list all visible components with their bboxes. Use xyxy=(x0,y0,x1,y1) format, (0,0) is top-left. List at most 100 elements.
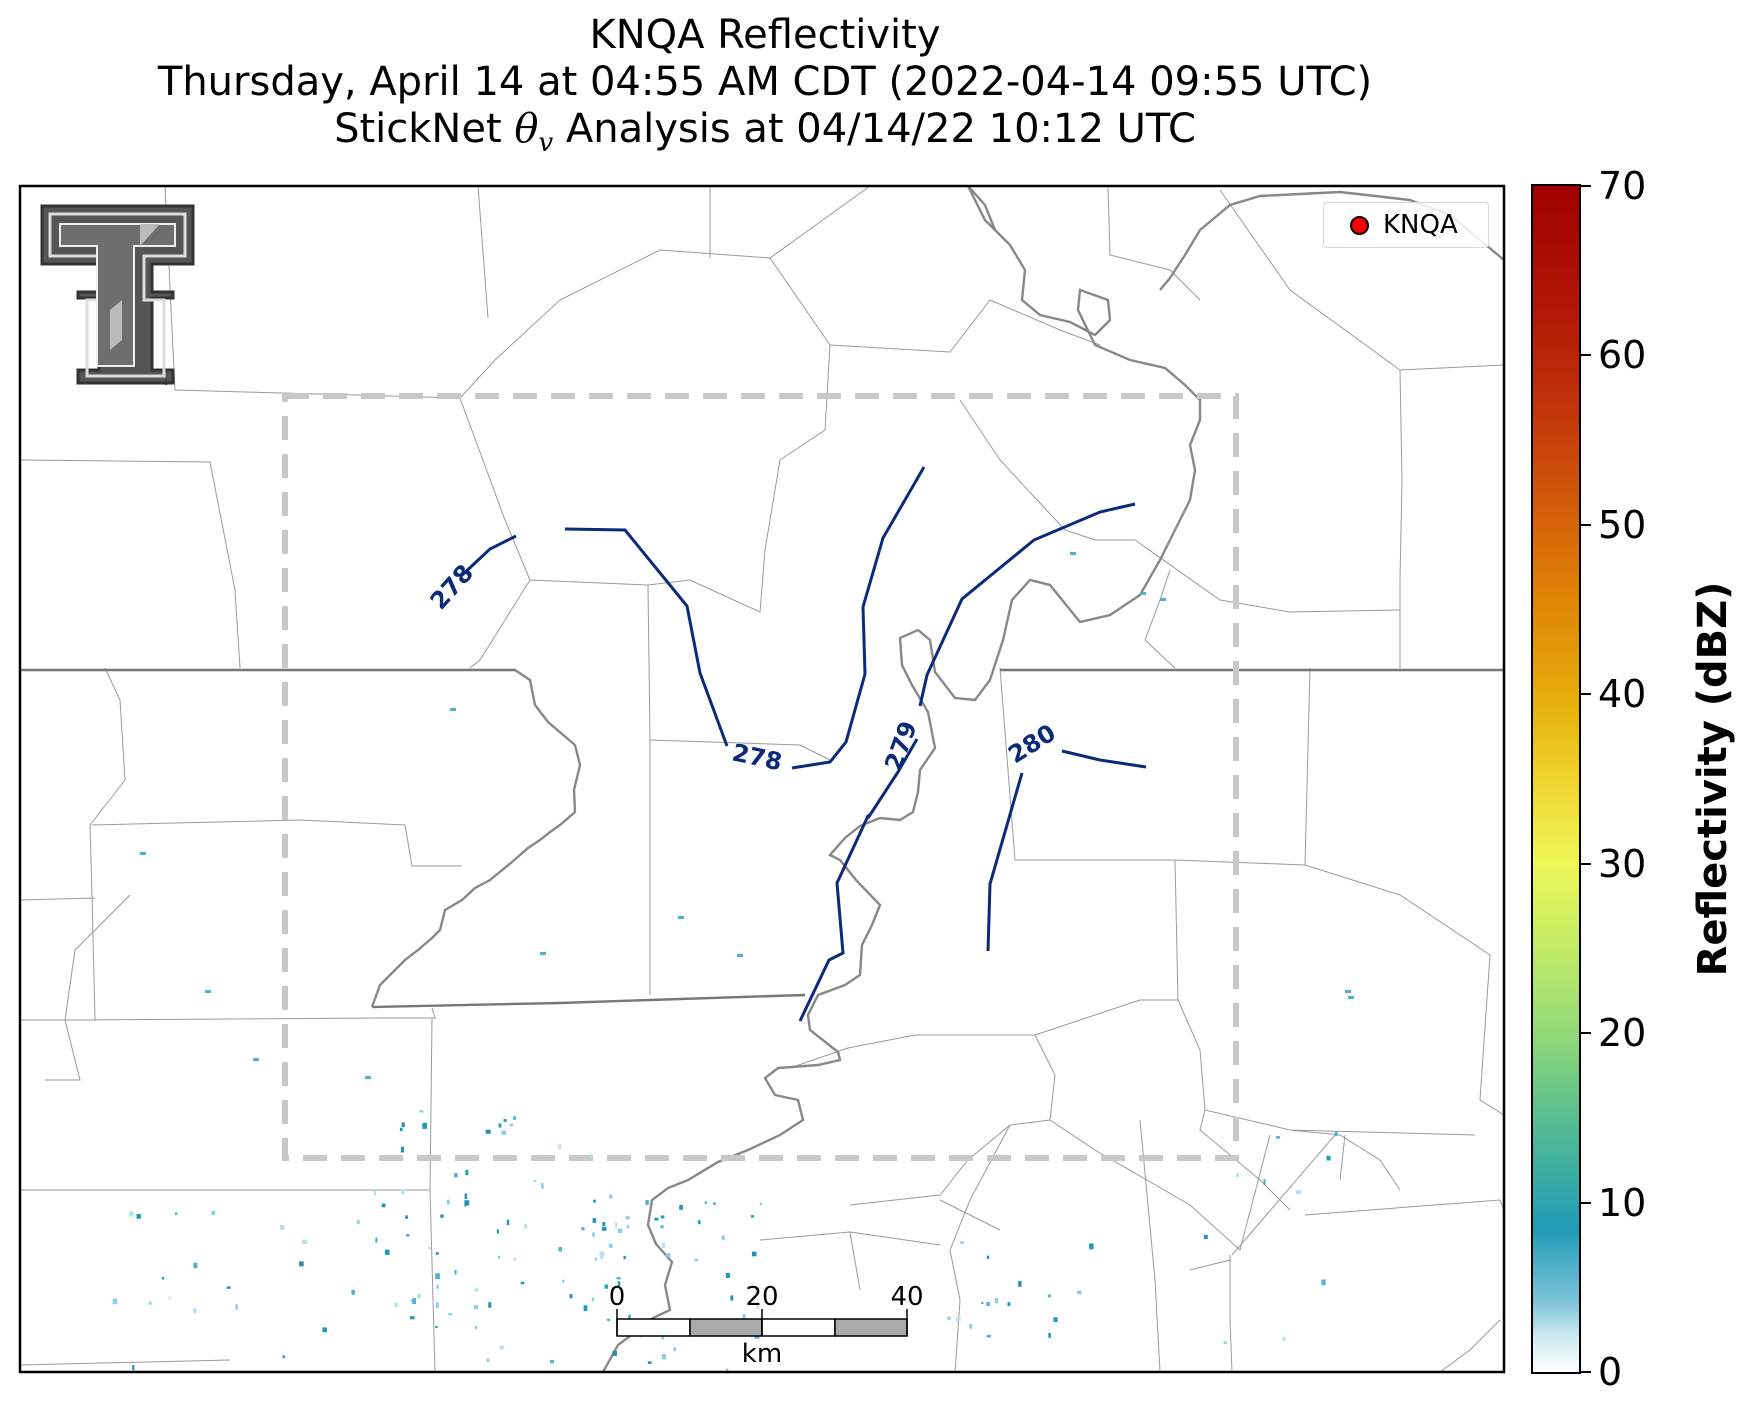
colorbar-tick-label: 10 xyxy=(1598,1180,1647,1225)
reflectivity-echo xyxy=(112,1298,118,1305)
reflectivity-echo xyxy=(205,990,211,993)
reflectivity-echo xyxy=(394,1302,398,1307)
reflectivity-echo xyxy=(600,1253,604,1259)
scale-tick-label: 40 xyxy=(890,1285,923,1312)
reflectivity-echo xyxy=(226,1286,231,1289)
colorbar-tick xyxy=(1581,693,1591,696)
river xyxy=(370,186,1504,1372)
reflectivity-echo xyxy=(136,1214,141,1219)
reflectivity-echo xyxy=(626,1225,630,1229)
reflectivity-echo xyxy=(1048,1332,1051,1338)
colorbar-tick-label: 20 xyxy=(1598,1011,1647,1056)
colorbar-tick xyxy=(1581,862,1591,865)
reflectivity-echo xyxy=(1077,1290,1082,1295)
reflectivity-echo xyxy=(591,1297,594,1302)
scale-unit: km xyxy=(742,1339,782,1365)
reflectivity-echo xyxy=(410,1316,415,1320)
colorbar-tick xyxy=(1581,1371,1591,1373)
reflectivity-echo xyxy=(464,1200,470,1206)
reflectivity-echo xyxy=(756,1305,760,1309)
reflectivity-echo xyxy=(513,1116,517,1120)
legend-label: KNQA xyxy=(1383,210,1458,240)
reflectivity-echo xyxy=(558,1247,562,1252)
reflectivity-echo xyxy=(660,1215,665,1219)
svg-text:®: ® xyxy=(162,378,170,387)
reflectivity-echo xyxy=(496,1229,499,1234)
scale-bar: 0 20 40 km xyxy=(600,1285,940,1365)
reflectivity-echo xyxy=(981,1301,984,1304)
reflectivity-echo xyxy=(401,1122,405,1128)
reflectivity-echo xyxy=(235,1303,238,1310)
reflectivity-echo xyxy=(592,1218,597,1223)
reflectivity-echo xyxy=(1089,1243,1094,1250)
reflectivity-echo xyxy=(497,1255,500,1259)
reflectivity-echo xyxy=(679,1205,683,1210)
contour-label: 280 xyxy=(1003,719,1060,769)
reflectivity-echo xyxy=(448,1313,453,1316)
reflectivity-echo xyxy=(422,1123,428,1129)
colorbar-tick-label: 40 xyxy=(1598,672,1647,717)
reflectivity-echo xyxy=(454,1270,457,1275)
reflectivity-echo xyxy=(645,1200,649,1205)
reflectivity-echo xyxy=(385,1249,390,1255)
reflectivity-echo xyxy=(730,1295,734,1301)
reflectivity-echo xyxy=(498,1123,502,1128)
reflectivity-echo xyxy=(986,1335,991,1338)
title-line-2: Thursday, April 14 at 04:55 AM CDT (2022… xyxy=(157,59,1373,105)
reflectivity-echo xyxy=(161,1276,165,1280)
reflectivity-echo xyxy=(995,1298,999,1304)
reflectivity-echo xyxy=(128,1211,134,1217)
reflectivity-echo xyxy=(661,1334,664,1340)
reflectivity-echo xyxy=(602,1222,606,1227)
reflectivity-echo xyxy=(562,1279,565,1283)
reflectivity-echo xyxy=(474,1325,478,1330)
reflectivity-echo xyxy=(428,1247,431,1250)
contour-label: 279 xyxy=(879,717,922,774)
theta-v-contours xyxy=(458,466,1147,1022)
reflectivity-echo xyxy=(435,1273,440,1280)
colorbar-tick xyxy=(1581,523,1591,526)
reflectivity-echo xyxy=(594,1257,597,1261)
reflectivity-echo xyxy=(1160,598,1166,601)
reflectivity-echo xyxy=(601,1227,607,1231)
reflectivity-echo xyxy=(436,1284,439,1289)
reflectivity-echo xyxy=(759,1202,762,1206)
reflectivity-echo xyxy=(673,1347,676,1352)
reflectivity-echo xyxy=(754,1335,760,1339)
scale-tick-label: 20 xyxy=(745,1285,778,1312)
reflectivity-echo xyxy=(721,1235,725,1241)
reflectivity-echo xyxy=(750,1215,754,1218)
reflectivity-echo xyxy=(401,1189,405,1195)
reflectivity-echo xyxy=(1348,996,1354,999)
reflectivity-echo xyxy=(604,1284,608,1289)
reflectivity-echo xyxy=(253,1058,259,1061)
reflectivity-echo xyxy=(417,1293,422,1299)
contour-278-west xyxy=(458,534,517,579)
colorbar-title: Reflectivity (dBZ) xyxy=(1690,581,1736,977)
reflectivity-echo xyxy=(499,1345,504,1350)
reflectivity-echo xyxy=(592,1232,595,1237)
reflectivity-echo xyxy=(540,952,546,955)
reflectivity-echo xyxy=(1263,1179,1266,1185)
reflectivity-echo xyxy=(623,1255,626,1260)
reflectivity-echo xyxy=(1048,1294,1051,1298)
reflectivity-echo xyxy=(464,1193,468,1200)
reflectivity-echo xyxy=(628,1314,631,1320)
map-legend: KNQA xyxy=(1323,202,1489,248)
reflectivity-echo xyxy=(474,1288,479,1292)
scale-tick-label: 0 xyxy=(609,1285,626,1312)
colorbar-tick xyxy=(1581,185,1591,187)
reflectivity-echo xyxy=(550,1360,554,1364)
reflectivity-echo xyxy=(558,1144,562,1150)
reflectivity-echo xyxy=(299,1261,304,1267)
reflectivity-echo xyxy=(617,1228,623,1233)
reflectivity-echo xyxy=(593,1199,596,1203)
reflectivity-echo xyxy=(1283,1336,1286,1342)
reflectivity-echo xyxy=(435,1302,439,1308)
reflectivity-echo xyxy=(660,1225,664,1229)
reflectivity-echo xyxy=(726,1368,729,1372)
reflectivity-echo xyxy=(1296,1190,1301,1195)
reflectivity-echo xyxy=(1236,1173,1239,1178)
map-frame xyxy=(18,184,1506,1374)
reflectivity-echo xyxy=(524,1224,528,1229)
